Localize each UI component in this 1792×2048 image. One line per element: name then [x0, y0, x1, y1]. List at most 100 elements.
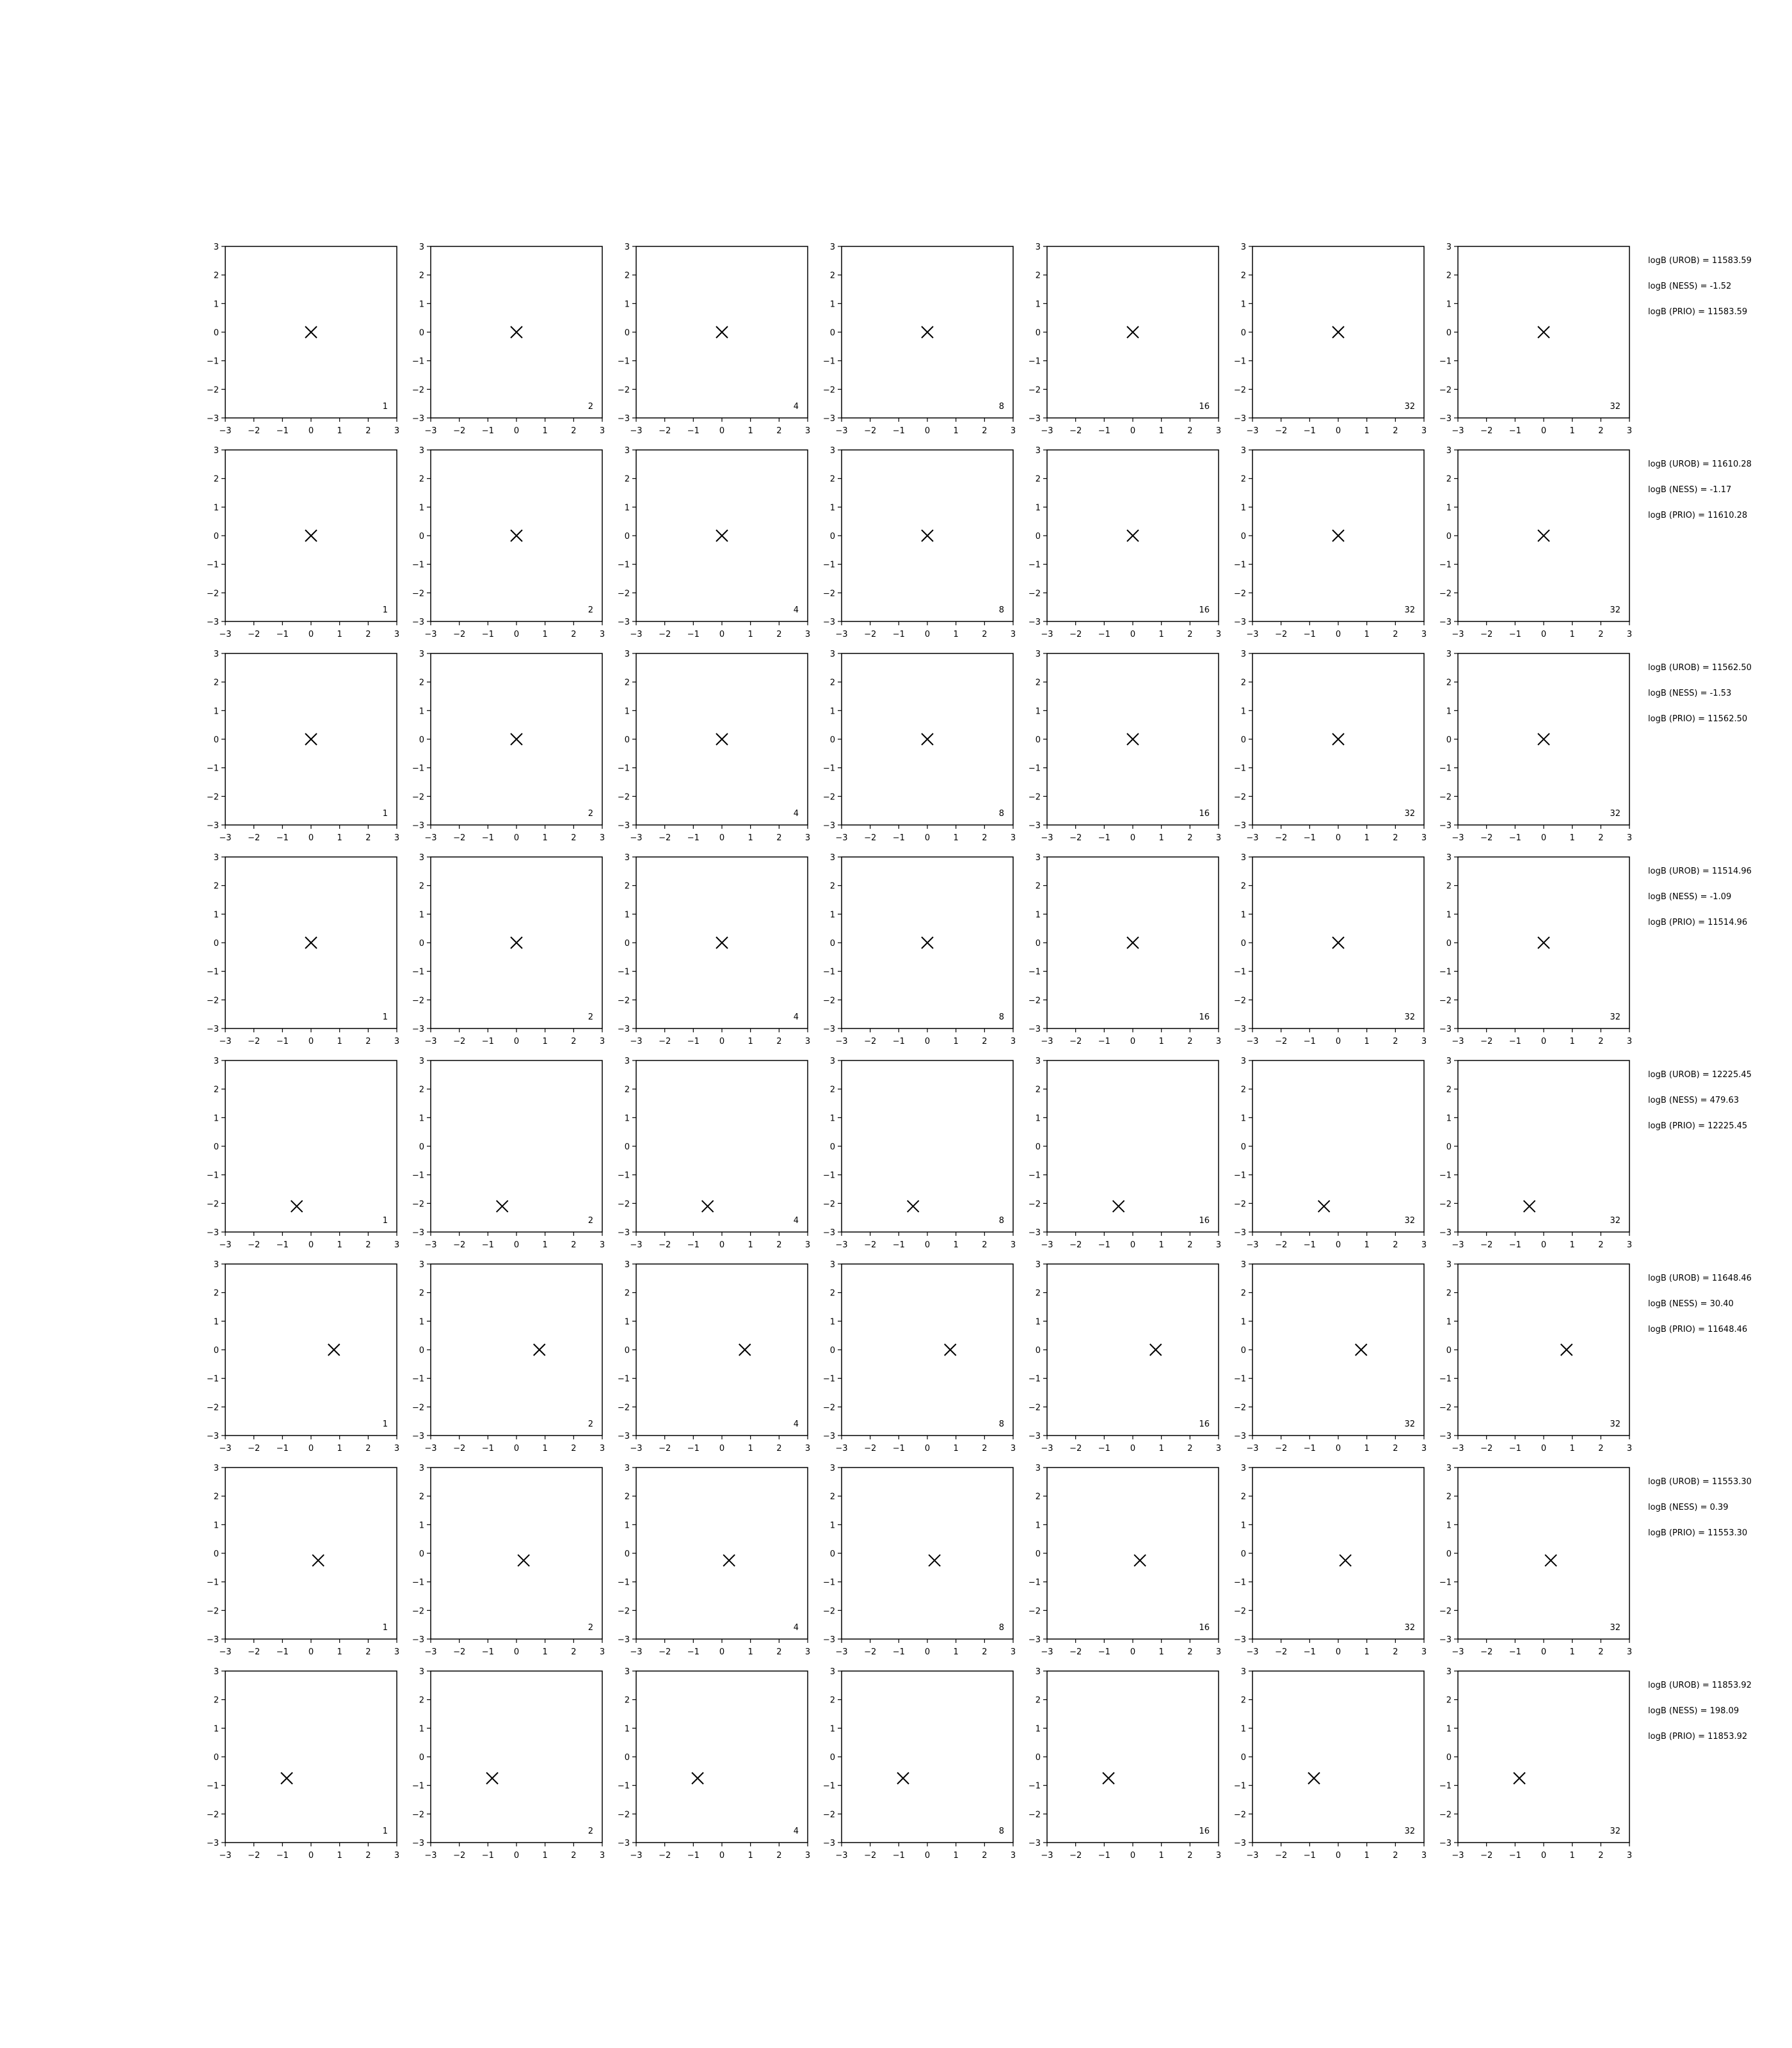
x-tick-label: −3 — [219, 630, 231, 639]
y-tick-label: −3 — [412, 414, 424, 424]
blue-contour — [1107, 1326, 1158, 1372]
x-tick-label: 0 — [308, 630, 314, 639]
x-tick-label: −2 — [659, 1037, 671, 1046]
x-tick-label: 3 — [394, 1037, 399, 1046]
x-tick-label: 2 — [571, 630, 576, 639]
x-tick-label: 2 — [1393, 1647, 1398, 1657]
x-tick-label: 3 — [1627, 833, 1632, 843]
x-tick-label: 0 — [925, 1240, 930, 1250]
y-tick-label: 0 — [1241, 1346, 1246, 1356]
x-tick-label: 1 — [954, 1037, 959, 1046]
x-tick-label: 1 — [337, 1851, 342, 1860]
y-tick-label: 1 — [1036, 1114, 1041, 1123]
y-tick-label: 3 — [1446, 1464, 1452, 1473]
x-tick-label: 3 — [1011, 1444, 1016, 1453]
y-tick-label: −3 — [1439, 618, 1452, 627]
subplot-label: 32 — [1610, 1420, 1620, 1429]
y-tick-label: −1 — [1028, 968, 1041, 977]
x-tick-label: 0 — [1130, 630, 1135, 639]
x-tick-label: 2 — [982, 833, 987, 843]
subplot-label: 16 — [1199, 1012, 1210, 1022]
x-tick-label: −2 — [659, 833, 671, 843]
x-tick-label: 3 — [600, 1444, 605, 1453]
x-tick-label: 3 — [1421, 426, 1427, 436]
y-tick-label: 0 — [625, 328, 630, 338]
axes-frame — [636, 1670, 808, 1843]
axes-frame — [1252, 1060, 1425, 1233]
x-tick-label: 2 — [1187, 833, 1192, 843]
x-tick-label: 2 — [776, 1851, 781, 1860]
x-tick-label: 1 — [954, 1647, 959, 1657]
x-tick-label: 2 — [365, 833, 371, 843]
subplot: −3−3 −2 −2 −1 −1 0 0 1 1 2 2 3 3 8 — [823, 446, 1016, 639]
y-tick-label: −2 — [618, 589, 630, 598]
x-tick-label: −1 — [1098, 630, 1110, 639]
y-tick-label: 1 — [1241, 1114, 1246, 1123]
y-tick-label: −1 — [1439, 561, 1452, 570]
y-tick-label: −3 — [207, 821, 219, 831]
y-tick-label: 1 — [1446, 503, 1452, 513]
y-tick-label: 0 — [419, 1753, 424, 1763]
x-tick-label: −1 — [1509, 1037, 1521, 1046]
x-tick-label: 2 — [571, 1851, 576, 1860]
subplot: −3−3 −2 −2 −1 −1 0 0 1 1 2 2 3 3 2 — [412, 650, 605, 843]
x-tick-label: 3 — [1216, 1444, 1221, 1453]
y-tick-label: 1 — [830, 910, 835, 920]
y-tick-label: 2 — [830, 1085, 835, 1095]
y-tick-label: −2 — [823, 1199, 835, 1209]
subplot: −3−3 −2 −2 −1 −1 0 0 1 1 2 2 3 3 32 — [1234, 1260, 1427, 1453]
y-tick-label: −2 — [823, 996, 835, 1005]
x-tick-label: 1 — [1159, 1444, 1164, 1453]
x-tick-label: 1 — [748, 1647, 753, 1657]
y-tick-label: 2 — [214, 1085, 219, 1095]
subplot: −3−3 −2 −2 −1 −1 0 0 1 1 2 2 3 3 32 — [1439, 446, 1632, 639]
y-tick-label: 2 — [1036, 271, 1041, 281]
y-tick-label: 3 — [830, 243, 835, 252]
y-tick-label: −3 — [618, 1432, 630, 1441]
blue-contour — [911, 1166, 946, 1224]
subplot-label: 32 — [1404, 402, 1415, 412]
red-contour — [1516, 1765, 1526, 1791]
red-contour — [506, 1731, 515, 1782]
x-tick-label: −2 — [1480, 1851, 1492, 1860]
x-tick-label: 3 — [805, 1851, 810, 1860]
y-tick-label: −2 — [207, 1199, 219, 1209]
y-tick-label: −1 — [1234, 561, 1246, 570]
x-tick-label: 1 — [1570, 1240, 1575, 1250]
subplot: −3−3 −2 −2 −1 −1 0 0 1 1 2 2 3 3 2 — [412, 243, 605, 436]
y-tick-label: 3 — [1241, 1260, 1246, 1270]
x-tick-label: −3 — [424, 1240, 436, 1250]
x-tick-label: 3 — [1216, 1037, 1221, 1046]
x-marker — [1537, 326, 1550, 339]
x-tick-label: 1 — [1364, 1240, 1370, 1250]
y-tick-label: 1 — [625, 1521, 630, 1530]
blue-contour — [709, 1338, 735, 1361]
x-marker — [1126, 326, 1139, 339]
y-tick-label: −1 — [412, 764, 424, 774]
x-tick-label: −2 — [248, 1037, 260, 1046]
x-marker — [716, 529, 728, 542]
x-tick-label: −1 — [482, 1647, 494, 1657]
subplot-label: 32 — [1610, 1827, 1620, 1836]
y-tick-label: 0 — [625, 735, 630, 745]
subplot-label: 1 — [383, 1012, 388, 1022]
x-tick-label: 2 — [1598, 833, 1603, 843]
x-tick-label: 3 — [1216, 426, 1221, 436]
x-tick-label: −1 — [1509, 1240, 1521, 1250]
blue-contour — [300, 1747, 323, 1767]
y-tick-label: 2 — [419, 1492, 424, 1502]
x-marker — [1126, 936, 1139, 949]
y-tick-label: −1 — [823, 1375, 835, 1384]
x-tick-label: 0 — [1541, 1037, 1546, 1046]
x-tick-label: 0 — [719, 1444, 724, 1453]
x-tick-label: 0 — [925, 426, 930, 436]
subplot: −3−3 −2 −2 −1 −1 0 0 1 1 2 2 3 3 4 — [618, 1260, 810, 1453]
x-tick-label: −2 — [1275, 630, 1287, 639]
subplot-label: 8 — [999, 1420, 1004, 1429]
x-tick-label: −1 — [893, 1851, 905, 1860]
axes-frame — [1457, 1670, 1630, 1843]
x-tick-label: −3 — [630, 630, 642, 639]
y-tick-label: 2 — [1241, 475, 1246, 484]
axes-frame — [636, 1263, 808, 1436]
